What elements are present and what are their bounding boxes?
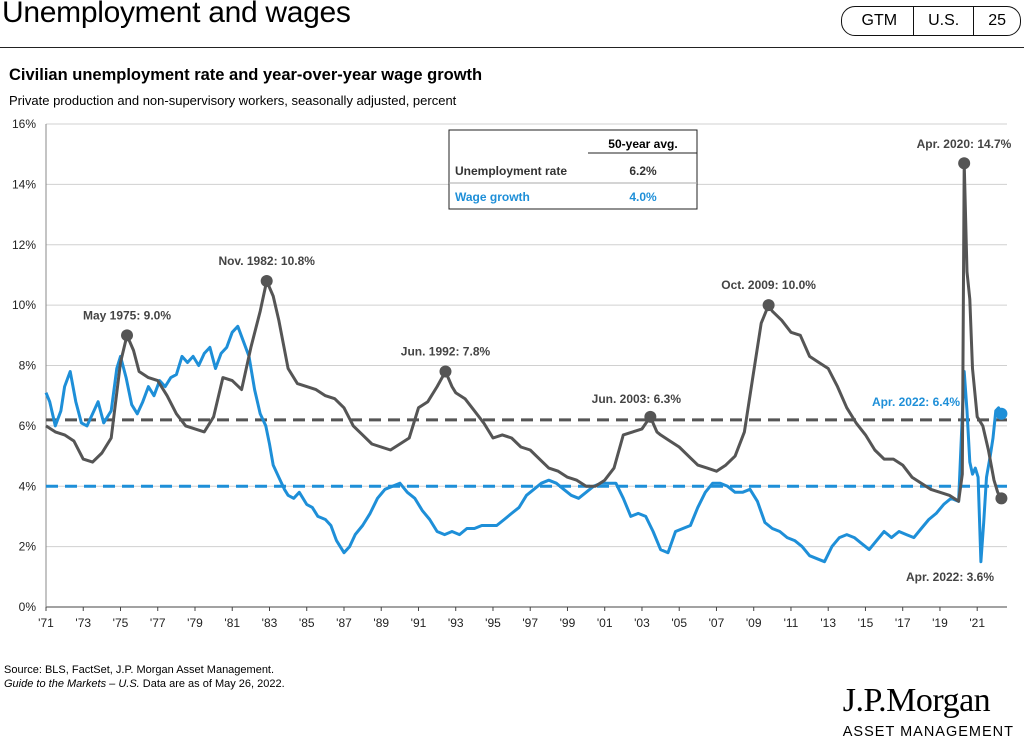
y-tick-label: 2% xyxy=(19,540,37,554)
average-table-unemployment-label: Unemployment rate xyxy=(455,164,567,178)
x-tick-label: '83 xyxy=(262,616,278,630)
x-tick-label: '95 xyxy=(485,616,501,630)
y-tick-label: 10% xyxy=(12,298,36,312)
badge-gtm: GTM xyxy=(861,12,898,29)
x-tick-label: '15 xyxy=(858,616,874,630)
guide-date: Data are as of May 26, 2022. xyxy=(139,678,285,690)
average-table-unemployment-value: 6.2% xyxy=(629,164,657,178)
logo-subtitle: ASSET MANAGEMENT xyxy=(842,724,1014,740)
annotation-label: Jun. 2003: 6.3% xyxy=(592,392,682,406)
chart-title: Civilian unemployment rate and year-over… xyxy=(9,66,483,84)
series-lines xyxy=(44,161,1003,564)
x-tick-label: '81 xyxy=(224,616,240,630)
annotation-label: Jun. 1992: 7.8% xyxy=(401,345,491,359)
logo-name: J.P.Morgan xyxy=(842,682,991,719)
average-table: 50-year avg. Unemployment rate 6.2% Wage… xyxy=(448,129,698,210)
average-lines xyxy=(46,418,1007,488)
peak-marker xyxy=(644,410,657,423)
annotation-label: Oct. 2009: 10.0% xyxy=(721,278,816,292)
peak-marker xyxy=(958,157,971,170)
unemployment-wages-chart: 0% 2% 4% 6% 8% 10% 12% 14% 16% '71 '73 '75 '77 '79 '8… xyxy=(12,117,1012,630)
average-table-wages-value: 4.0% xyxy=(629,190,657,204)
x-tick-label: '89 xyxy=(373,616,389,630)
y-tick-label: 14% xyxy=(12,177,36,191)
annotation-label: Apr. 2022: 6.4% xyxy=(872,395,960,409)
x-tick-label: '73 xyxy=(75,616,91,630)
y-tick-label: 4% xyxy=(19,479,37,493)
annotation-label: Nov. 1982: 10.8% xyxy=(218,254,315,268)
peak-marker xyxy=(439,365,452,378)
x-tick-label: '13 xyxy=(820,616,836,630)
section-badge: GTM U.S. 25 xyxy=(840,6,1021,36)
average-table-frame xyxy=(448,129,698,210)
peak-marker xyxy=(260,274,273,287)
x-tick-label: '87 xyxy=(336,616,352,630)
annotation-label: May 1975: 9.0% xyxy=(83,308,171,322)
x-tick-label: '99 xyxy=(560,616,576,630)
y-tick-label: 0% xyxy=(19,600,37,614)
x-tick-label: '09 xyxy=(746,616,762,630)
guide-line: Guide to the Markets – U.S. Data are as … xyxy=(4,677,285,691)
x-tick-label: '11 xyxy=(784,616,799,630)
average-table-wages-label: Wage growth xyxy=(455,190,530,204)
annotations: May 1975: 9.0% Nov. 1982: 10.8% Jun. 1992:… xyxy=(83,137,1012,584)
jpmorgan-logo: J.P.Morgan ASSET MANAGEMENT xyxy=(842,682,1014,741)
peak-marker xyxy=(995,492,1008,505)
x-tick-label: '17 xyxy=(895,616,911,630)
source-line: Source: BLS, FactSet, J.P. Morgan Asset … xyxy=(4,664,275,676)
x-tick-label: '79 xyxy=(187,616,203,630)
x-tick-label: '19 xyxy=(932,616,948,630)
y-axis: 0% 2% 4% 6% 8% 10% 12% 14% 16% xyxy=(12,117,36,614)
x-tick-label: '21 xyxy=(969,616,985,630)
x-tick-label: '91 xyxy=(411,616,427,630)
annotation-label: Apr. 2022: 3.6% xyxy=(906,570,994,584)
average-table-header: 50-year avg. xyxy=(608,137,677,151)
y-tick-label: 6% xyxy=(19,419,37,433)
y-tick-label: 8% xyxy=(19,359,37,373)
peak-marker xyxy=(121,329,134,342)
peak-marker xyxy=(762,299,775,312)
x-tick-label: '03 xyxy=(634,616,650,630)
x-tick-label: '97 xyxy=(522,616,538,630)
chart-subtitle: Private production and non-supervisory w… xyxy=(9,93,457,108)
x-tick-label: '77 xyxy=(150,616,166,630)
title-divider xyxy=(0,47,1024,48)
peak-markers xyxy=(121,157,1008,505)
x-tick-label: '07 xyxy=(709,616,725,630)
page-title: Unemployment and wages xyxy=(2,0,351,29)
x-axis: '71 '73 '75 '77 '79 '81 '83 '85 '87 '89 '91 '93 '95 '… xyxy=(38,607,985,630)
x-tick-label: '85 xyxy=(299,616,315,630)
x-tick-label: '75 xyxy=(113,616,129,630)
x-tick-label: '93 xyxy=(448,616,464,630)
source-note: Source: BLS, FactSet, J.P. Morgan Asset … xyxy=(4,663,285,691)
badge-page-number: 25 xyxy=(973,7,1020,35)
y-tick-label: 12% xyxy=(12,238,36,252)
peak-marker xyxy=(995,407,1008,420)
x-tick-label: '05 xyxy=(671,616,687,630)
guide-title: Guide to the Markets – U.S. xyxy=(4,678,140,690)
annotation-label: Apr. 2020: 14.7% xyxy=(917,137,1012,151)
wage-growth-line xyxy=(44,324,1003,564)
x-tick-label: '01 xyxy=(597,616,613,630)
unemployment-rate-line xyxy=(45,161,1003,503)
badge-region: U.S. xyxy=(913,7,973,35)
y-tick-label: 16% xyxy=(12,117,36,131)
x-tick-label: '71 xyxy=(38,616,54,630)
